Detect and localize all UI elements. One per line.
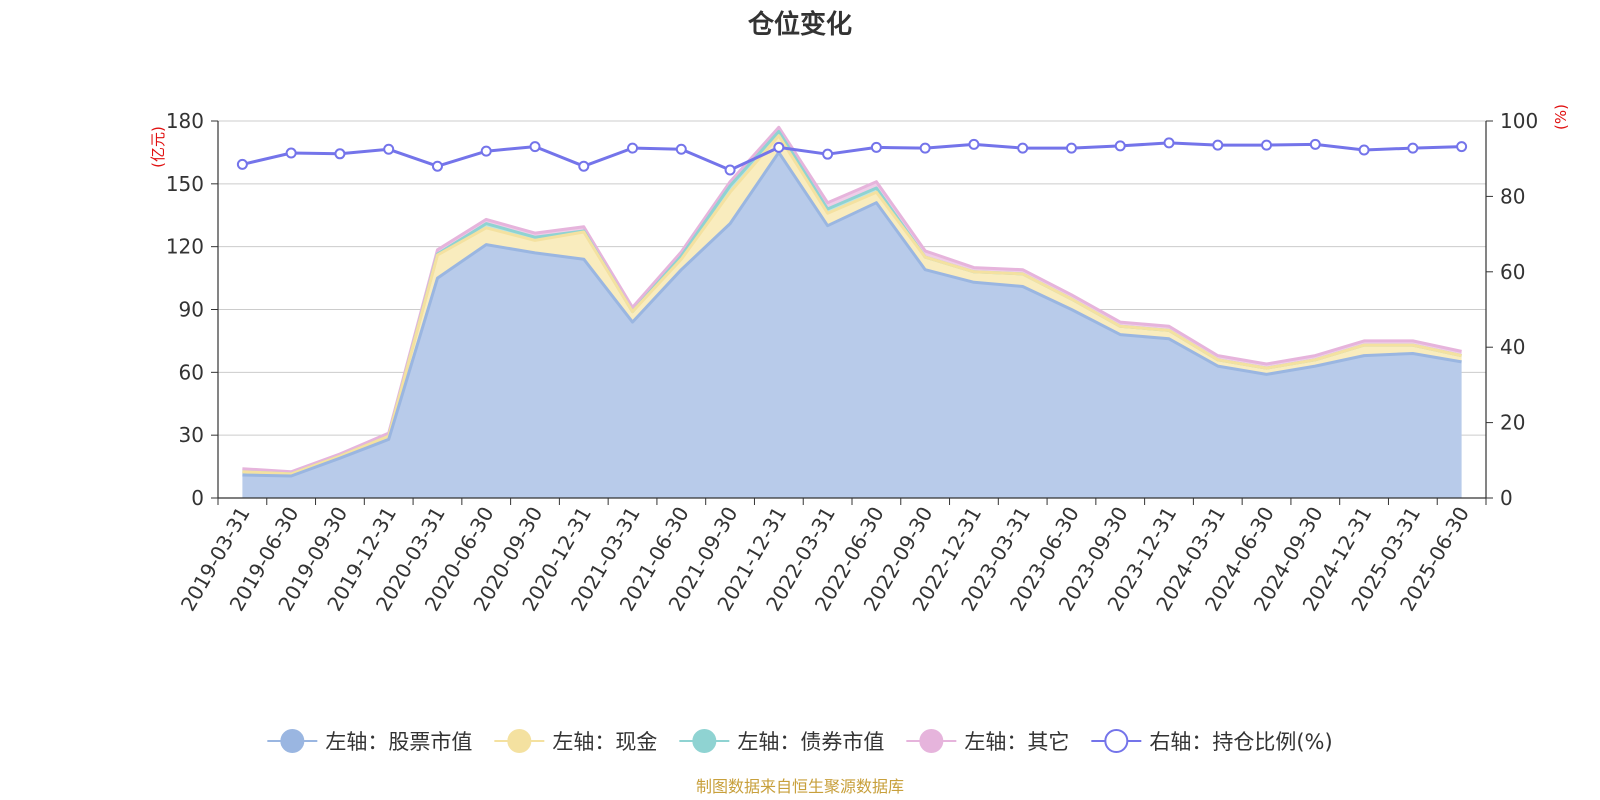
legend-hollow-circle-icon (1104, 729, 1129, 753)
ratio-point (1407, 142, 1419, 154)
legend-item-4: 右轴：持仓比例(%) (1091, 729, 1333, 754)
left-tick-label: 60 (179, 360, 204, 384)
ratio-point (1065, 142, 1077, 154)
ratio-point (480, 145, 492, 157)
ratio-point (1114, 140, 1126, 152)
area-fill-0 (242, 152, 1462, 498)
ratio-point (1212, 139, 1224, 151)
ratio-point (1309, 138, 1321, 150)
ratio-point (529, 141, 541, 153)
ratio-point (383, 143, 395, 155)
left-axis-unit: (亿元) (149, 126, 167, 168)
ratio-point (822, 148, 834, 160)
legend-label: 左轴：其它 (964, 730, 1069, 754)
chart-title: 仓位变化 (747, 9, 852, 40)
area-edge-1 (242, 134, 1462, 476)
right-tick-label: 40 (1500, 335, 1525, 359)
stacked-areas (242, 125, 1462, 498)
ratio-point (1163, 137, 1175, 149)
ratio-point (870, 141, 882, 153)
ratio-point (1261, 139, 1273, 151)
ratio-point (1017, 142, 1029, 154)
legend-item-2: 左轴：债券市值 (679, 729, 884, 754)
right-axis-unit: (%) (1552, 104, 1570, 130)
left-tick-label: 0 (191, 486, 204, 510)
right-tick-label: 100 (1500, 109, 1538, 133)
legend-label: 左轴：债券市值 (737, 730, 884, 754)
ratio-point (773, 141, 785, 153)
legend-label: 右轴：持仓比例(%) (1149, 730, 1332, 754)
right-tick-label: 20 (1500, 411, 1525, 435)
ratio-point (334, 148, 346, 160)
legend-label: 左轴：股票市值 (325, 730, 472, 754)
ratio-point (1456, 141, 1468, 153)
ratio-line (242, 141, 1462, 172)
left-tick-label: 120 (166, 235, 204, 259)
legend: 左轴：股票市值 左轴：现金 左轴：债券市值 左轴：其它 右轴：持仓比例(%) (267, 729, 1333, 754)
holding-ratio-line (236, 137, 1468, 176)
area-fill-3 (242, 127, 1462, 474)
ratio-point (285, 147, 297, 159)
data-source-note: 制图数据来自恒生聚源数据库 (696, 777, 904, 796)
left-tick-label: 150 (166, 172, 204, 196)
legend-item-0: 左轴：股票市值 (267, 729, 472, 754)
ratio-point (236, 158, 248, 170)
ratio-point (724, 164, 736, 176)
left-tick-label: 30 (179, 423, 204, 447)
left-tick-label: 90 (179, 298, 204, 322)
ratio-point (578, 160, 590, 172)
legend-filled-circle-icon (507, 729, 532, 753)
legend-filled-circle-icon (692, 729, 717, 753)
area-edge-3 (242, 125, 1462, 474)
legend-label: 左轴：现金 (552, 730, 657, 754)
right-tick-label: 0 (1500, 486, 1513, 510)
right-tick-label: 80 (1500, 184, 1525, 208)
legend-filled-circle-icon (280, 729, 305, 753)
ratio-point (919, 142, 931, 154)
legend-item-3: 左轴：其它 (906, 729, 1069, 754)
ratio-point (431, 160, 443, 172)
legend-filled-circle-icon (919, 729, 944, 753)
ratio-point (675, 143, 687, 155)
legend-item-1: 左轴：现金 (494, 729, 657, 754)
ratio-point (627, 142, 639, 154)
area-edge-0 (242, 150, 1462, 478)
right-tick-label: 60 (1500, 260, 1525, 284)
ratio-point (1358, 144, 1370, 156)
left-tick-label: 180 (166, 109, 204, 133)
ratio-point (968, 138, 980, 150)
